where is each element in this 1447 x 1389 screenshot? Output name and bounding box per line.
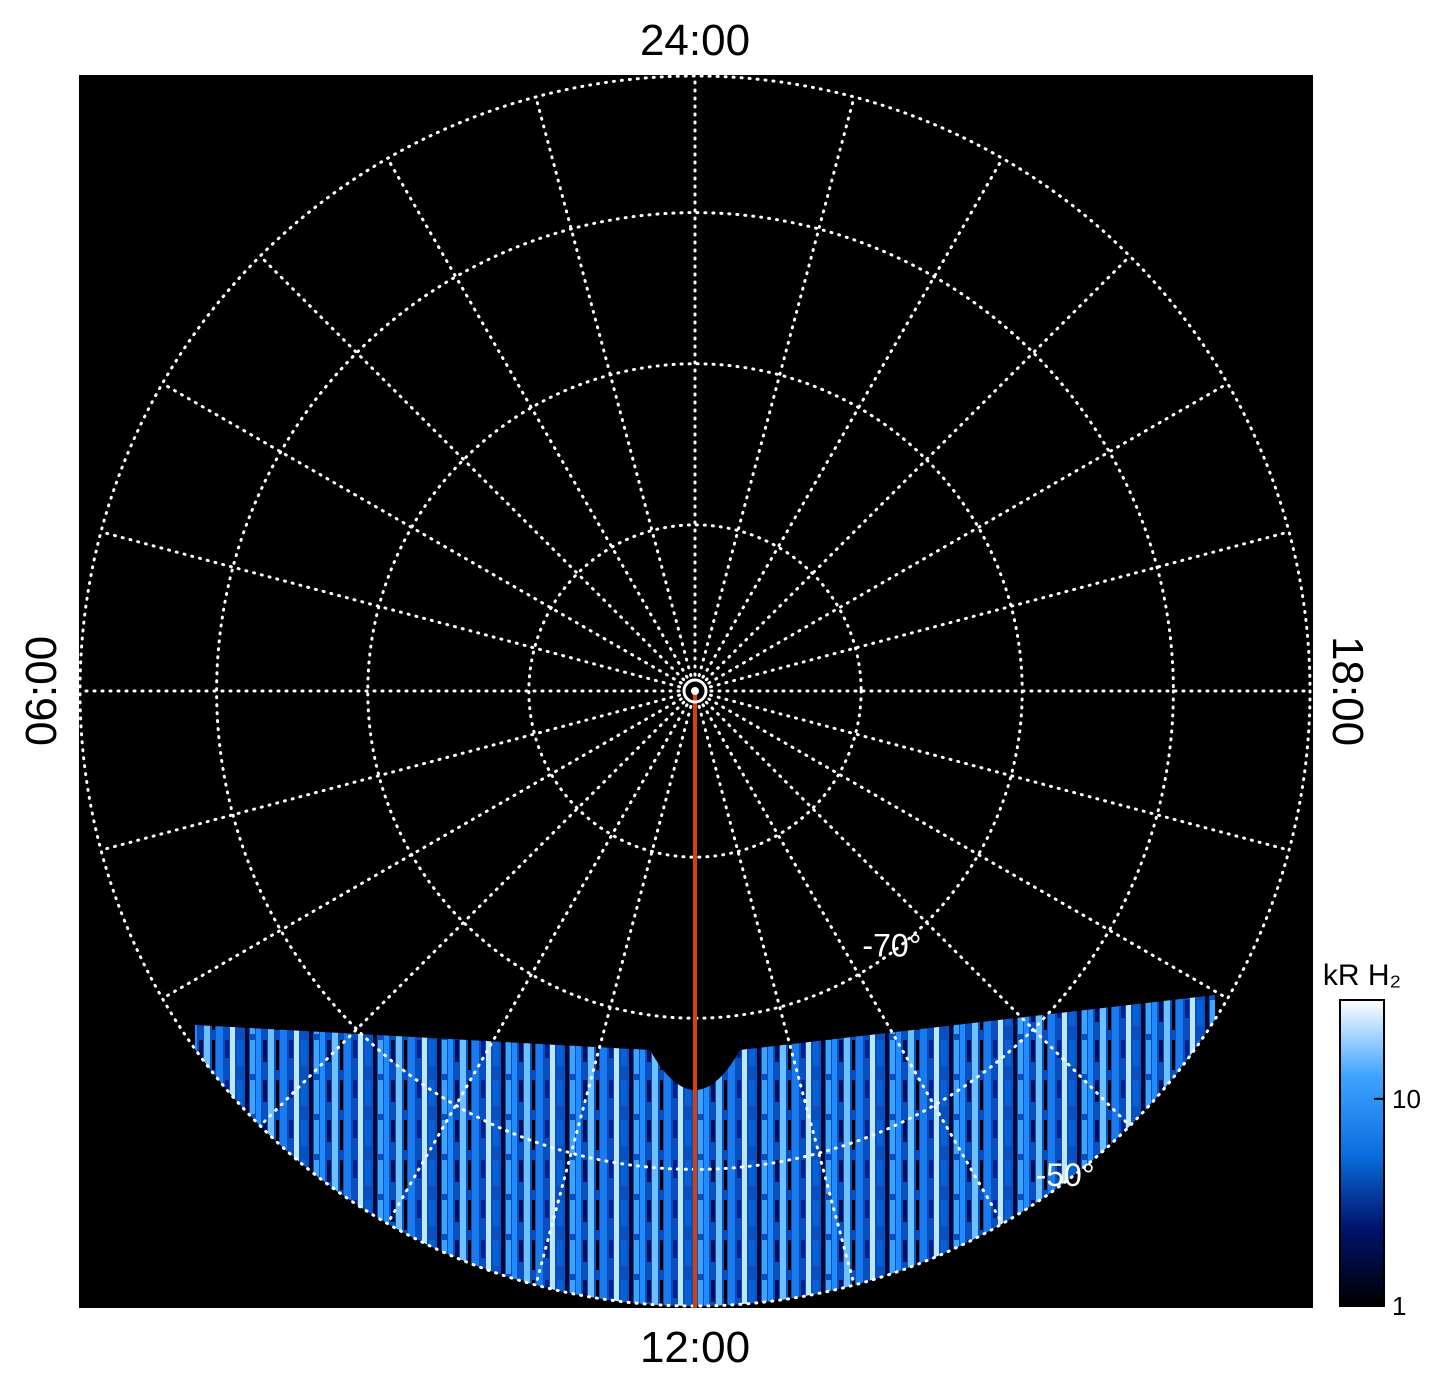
pole-dot xyxy=(691,687,699,695)
lt-label: 18:00 xyxy=(1323,636,1372,746)
lt-label: 12:00 xyxy=(640,1323,750,1372)
ring-label: -50° xyxy=(1036,1157,1095,1193)
lt-label: 06:00 xyxy=(17,636,66,746)
colorbar-tick-label: 1 xyxy=(1392,1291,1406,1321)
lat-ring xyxy=(78,74,1312,1308)
colorbar-tick-label: 10 xyxy=(1392,1084,1421,1114)
ring-label: -70° xyxy=(862,927,921,963)
pole-marker xyxy=(682,678,708,704)
lt-label: 24:00 xyxy=(640,16,750,65)
colorbar xyxy=(1339,999,1385,1307)
lat-ring xyxy=(527,523,863,859)
colorbar-label: kR H₂ xyxy=(1323,959,1401,992)
